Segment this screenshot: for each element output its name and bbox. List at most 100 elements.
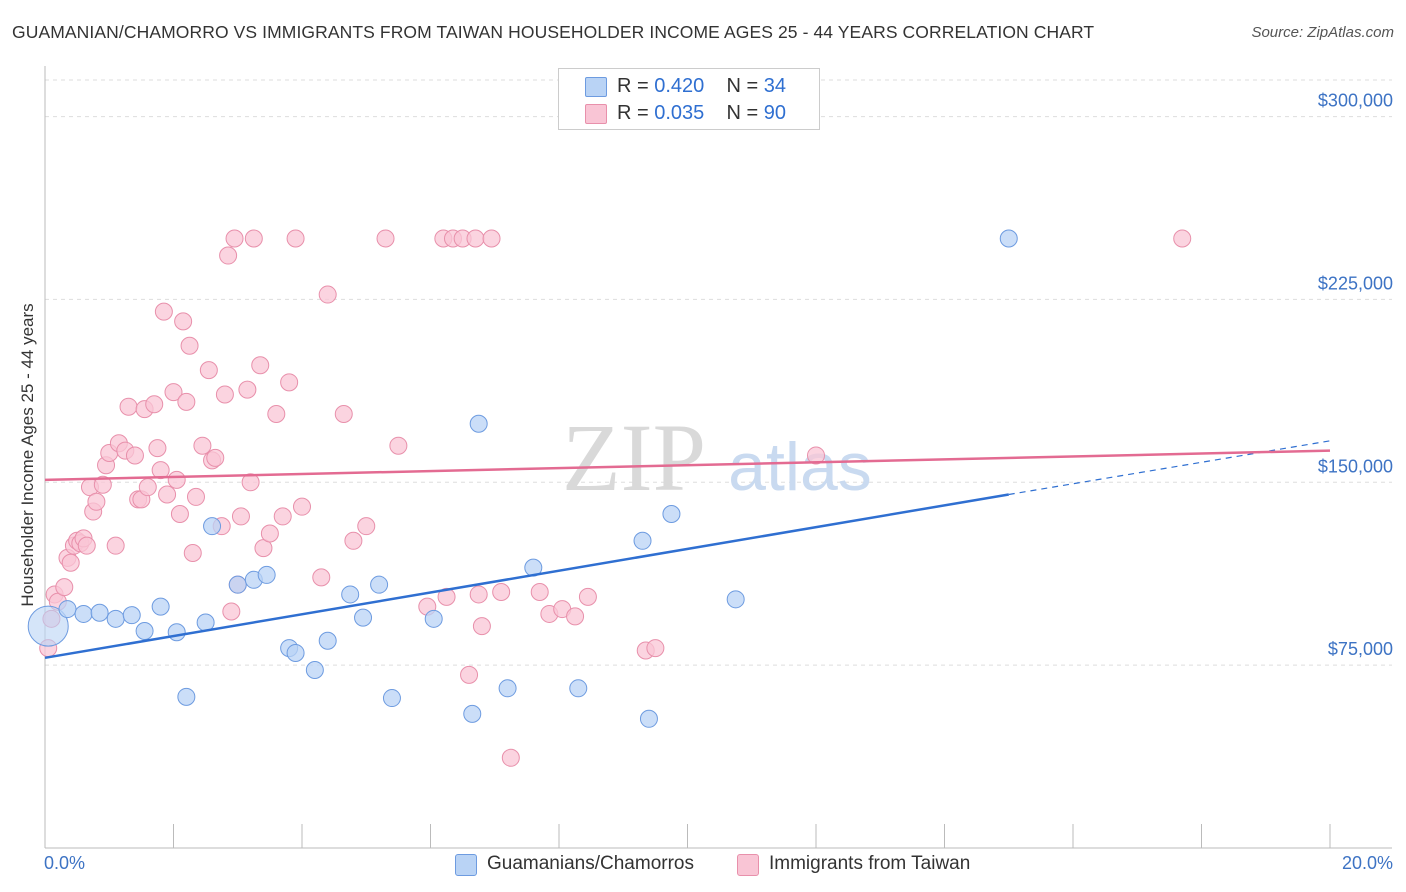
taiwan-point [61, 553, 80, 572]
legend-swatch-pink [737, 854, 759, 876]
y-tick-label: $225,000 [1318, 273, 1393, 293]
taiwan-point [145, 395, 164, 414]
guamanian-point [122, 606, 141, 625]
taiwan-point [193, 436, 212, 455]
r-label: R = [617, 75, 649, 97]
taiwan-point [344, 531, 363, 550]
r-label: R = [617, 102, 649, 124]
taiwan-point [222, 602, 241, 621]
taiwan-point [244, 229, 263, 248]
legend-text-guamanian: R = 0.420 N = 34 [617, 75, 786, 98]
taiwan-point [186, 487, 205, 506]
taiwan-point [55, 578, 74, 597]
taiwan-point [77, 536, 96, 555]
taiwan-point [93, 475, 112, 494]
taiwan-point [466, 229, 485, 248]
taiwan-point [125, 446, 144, 465]
taiwan-point [280, 373, 299, 392]
trend-line-guamanian [44, 493, 1009, 660]
guamanian-point [203, 517, 222, 536]
guamanian-point [257, 565, 276, 584]
legend-text-taiwan: R = 0.035 N = 90 [617, 102, 786, 125]
n-label: N = [726, 102, 759, 124]
guamanian-point [228, 575, 247, 594]
legend-swatch-blue [455, 854, 477, 876]
n-value-taiwan: 90 [763, 102, 787, 124]
taiwan-point [167, 470, 186, 489]
taiwan-point [87, 492, 106, 511]
y-tick-label: $300,000 [1318, 91, 1393, 111]
taiwan-point [318, 285, 337, 304]
trend-line-taiwan [44, 449, 1331, 482]
chart-title: GUAMANIAN/CHAMORRO VS IMMIGRANTS FROM TA… [12, 22, 1095, 42]
guamanian-point [469, 414, 488, 433]
guamanian-point [151, 597, 170, 616]
taiwan-point [267, 405, 286, 424]
taiwan-point [119, 397, 138, 416]
guamanian-point [90, 603, 109, 622]
taiwan-point [646, 639, 665, 658]
taiwan-point [437, 587, 456, 606]
series-taiwan-points [39, 229, 1192, 767]
guamanian-point [305, 661, 324, 680]
taiwan-point [472, 617, 491, 636]
x-tick-label-max: 20.0% [1342, 853, 1393, 873]
taiwan-point [530, 583, 549, 601]
guamanian-point [370, 575, 389, 594]
taiwan-point [225, 229, 244, 248]
guamanian-point [498, 679, 517, 698]
taiwan-point [357, 517, 376, 536]
taiwan-point [206, 448, 225, 467]
taiwan-point [199, 361, 218, 380]
guamanian-point [999, 229, 1018, 248]
y-tick-label: $150,000 [1318, 456, 1393, 476]
series-guamanian-points [27, 229, 1018, 728]
series-legend: Guamanians/Chamorros Immigrants from Tai… [0, 852, 1406, 878]
guamanian-point [633, 531, 652, 550]
taiwan-point [164, 383, 183, 402]
y-tick-label: $75,000 [1328, 639, 1393, 659]
taiwan-point [389, 436, 408, 455]
taiwan-point [183, 543, 202, 562]
axes [44, 66, 1392, 849]
taiwan-point [566, 607, 585, 626]
trend-lines [44, 440, 1331, 660]
legend-label-taiwan: Immigrants from Taiwan [769, 853, 971, 874]
taiwan-point [154, 302, 173, 321]
guamanian-point [106, 609, 125, 628]
source-label: Source: ZipAtlas.com [1251, 24, 1394, 41]
taiwan-point [273, 507, 292, 526]
watermark-atlas: atlas [728, 429, 872, 505]
guamanian-point [726, 590, 745, 609]
taiwan-point [293, 497, 311, 516]
guamanian-point [569, 679, 588, 698]
guamanian-point [463, 704, 482, 723]
taiwan-point [219, 246, 238, 265]
correlation-legend: R = 0.420 N = 34 R = 0.035 N = 90 [558, 68, 820, 130]
guamanian-point [354, 608, 373, 627]
taiwan-point [460, 665, 479, 684]
taiwan-point [174, 312, 193, 331]
r-value-taiwan: 0.035 [654, 102, 705, 124]
taiwan-point [376, 229, 395, 248]
guamanian-point [135, 622, 154, 641]
guamanian-point [286, 643, 305, 662]
guamanian-point [341, 585, 360, 604]
taiwan-point [158, 485, 177, 504]
guamanian-point [27, 605, 69, 647]
legend-swatch-pink [585, 104, 607, 124]
taiwan-point [241, 473, 260, 492]
taiwan-point [260, 524, 279, 543]
taiwan-point [578, 587, 597, 606]
legend-label-guamanian: Guamanians/Chamorros [487, 853, 694, 874]
guamanian-point [662, 504, 681, 523]
taiwan-point [807, 446, 825, 465]
n-value-guamanian: 34 [763, 75, 787, 97]
taiwan-point [501, 748, 520, 767]
taiwan-point [177, 392, 196, 411]
taiwan-point [151, 461, 170, 480]
taiwan-point [148, 439, 167, 458]
guamanian-point [318, 631, 337, 650]
taiwan-point [482, 229, 501, 248]
